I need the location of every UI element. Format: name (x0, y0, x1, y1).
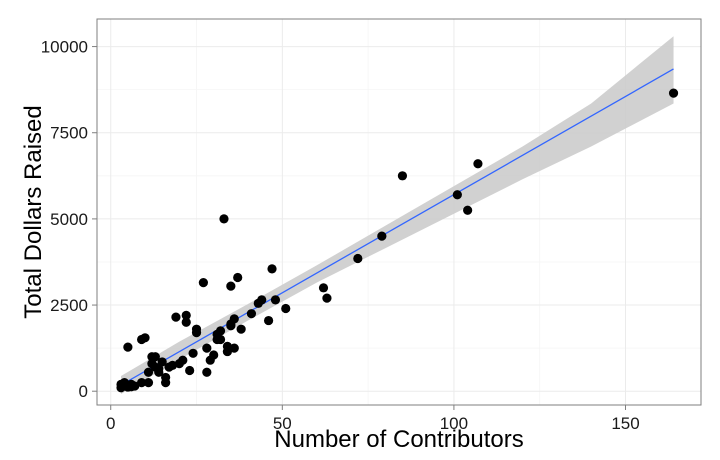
plot-panel-border (96, 18, 702, 406)
data-point (181, 317, 191, 327)
data-point (281, 303, 291, 314)
regression-fit-line (120, 68, 674, 386)
y-tick-label: 5000 (50, 210, 88, 229)
data-point (267, 264, 277, 274)
data-point (257, 295, 267, 305)
y-tick-label: 10000 (41, 38, 88, 57)
data-point (226, 281, 236, 291)
data-point (473, 159, 483, 169)
data-point (209, 350, 219, 360)
data-point (202, 367, 212, 377)
data-point (452, 190, 462, 200)
data-point (270, 295, 281, 305)
regression-line (120, 68, 674, 386)
x-tick-label: 50 (273, 414, 292, 433)
x-tick-label: 100 (440, 414, 468, 433)
x-axis-tick-labels: 0 50 100 150 (106, 414, 640, 433)
data-point (229, 343, 239, 353)
data-point (185, 365, 195, 376)
data-point (143, 377, 154, 388)
data-point (322, 293, 332, 303)
x-tick-label: 150 (611, 414, 639, 433)
data-point (377, 231, 387, 241)
data-point (178, 355, 188, 365)
data-point (191, 324, 202, 334)
data-point (263, 315, 274, 326)
y-tick-label: 2500 (50, 296, 88, 315)
data-point (215, 334, 226, 345)
data-point (219, 214, 229, 224)
data-point (130, 381, 140, 391)
data-point (397, 171, 408, 181)
x-tick-label: 0 (106, 414, 115, 433)
data-point (157, 357, 167, 367)
x-axis-title: Number of Contributors (274, 426, 523, 453)
data-point (202, 343, 212, 353)
data-point (188, 348, 198, 358)
data-point (140, 333, 150, 343)
data-point (215, 326, 226, 336)
data-point (150, 352, 160, 362)
y-tick-label: 7500 (50, 124, 88, 143)
data-point (123, 342, 133, 352)
data-point (353, 253, 363, 264)
y-axis-tick-labels: 0 2500 5000 7500 10000 (41, 38, 88, 402)
data-point (463, 205, 473, 215)
data-point (154, 367, 164, 377)
data-points (116, 88, 679, 393)
data-point (143, 367, 154, 377)
axis-ticks (92, 46, 626, 410)
data-point (233, 272, 243, 283)
data-point (236, 324, 246, 334)
data-point (198, 278, 208, 288)
y-tick-label: 0 (79, 382, 88, 401)
data-point (171, 312, 181, 322)
data-point (668, 88, 679, 98)
data-point (246, 309, 257, 319)
data-point (161, 372, 171, 383)
y-axis-title: Total Dollars Raised (20, 105, 47, 318)
data-point (229, 314, 239, 324)
data-point (137, 377, 147, 388)
data-point (318, 283, 329, 293)
data-point (181, 310, 191, 320)
